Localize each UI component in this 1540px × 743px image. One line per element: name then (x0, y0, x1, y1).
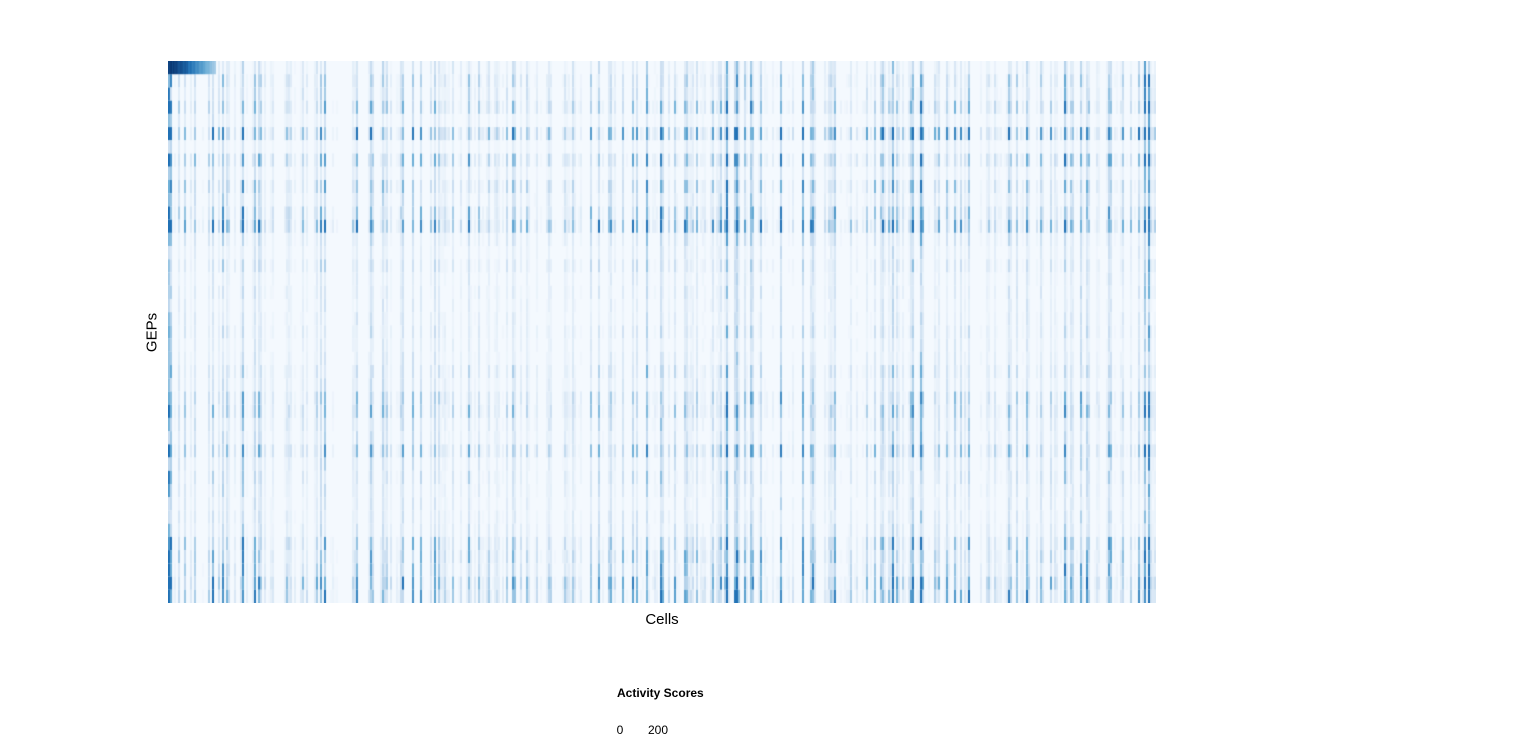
colorbar-legend: Activity Scores 0 200 (617, 686, 727, 737)
colorbar-tick-labels: 0 200 (617, 723, 727, 737)
gep-row-labels (1160, 61, 1540, 604)
legend-title: Activity Scores (617, 686, 704, 700)
colorbar-gradient (617, 705, 667, 720)
colorbar-min-label: 0 (616, 723, 624, 737)
colorbar-max-label: 200 (647, 723, 669, 737)
heatmap-canvas (168, 61, 1156, 603)
colorbar-tick-mark (617, 705, 619, 720)
x-axis-label: Cells (645, 611, 679, 628)
y-axis-label: GEPs (143, 312, 161, 353)
